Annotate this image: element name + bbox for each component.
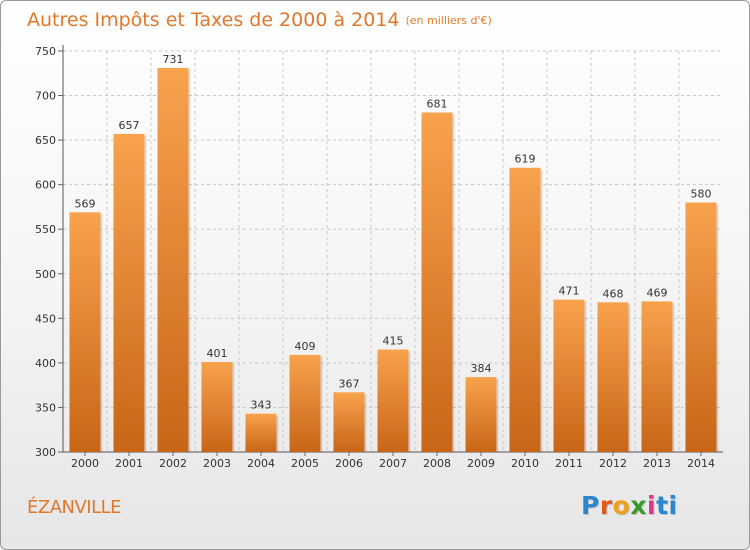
logo-letter: r	[599, 491, 613, 520]
bar-2009	[465, 377, 497, 452]
y-tick-label: 600	[35, 179, 56, 192]
value-label: 367	[339, 377, 360, 390]
bar-2012	[597, 302, 629, 452]
y-tick-label: 400	[35, 357, 56, 370]
x-tick-label: 2011	[555, 457, 583, 470]
bar-2010	[509, 167, 541, 453]
value-label: 471	[559, 285, 580, 298]
value-label: 469	[647, 286, 668, 299]
bar-2013	[641, 301, 673, 452]
x-tick-label: 2001	[115, 457, 143, 470]
x-tick-label: 2013	[643, 457, 671, 470]
bar-2006	[333, 392, 365, 452]
x-tick-label: 2010	[511, 457, 539, 470]
chart-title-text: Autres Impôts et Taxes de 2000 à 2014	[27, 9, 400, 31]
y-tick-label: 700	[35, 90, 56, 103]
value-label: 415	[383, 335, 404, 348]
x-tick-label: 2000	[71, 457, 99, 470]
y-tick-label: 450	[35, 312, 56, 325]
x-tick-label: 2012	[599, 457, 627, 470]
bar-2000	[69, 212, 101, 452]
y-tick-label: 350	[35, 401, 56, 414]
value-label: 731	[163, 53, 184, 66]
bar-2014	[685, 202, 717, 452]
y-tick-label: 500	[35, 268, 56, 281]
value-label: 401	[207, 347, 228, 360]
y-tick-label: 300	[35, 446, 56, 459]
value-label: 409	[295, 340, 316, 353]
logo-letter: i	[668, 491, 678, 520]
chart-title: Autres Impôts et Taxes de 2000 à 2014 (en…	[27, 9, 492, 31]
value-label: 468	[603, 287, 624, 300]
value-label: 681	[427, 97, 448, 110]
bar-2011	[553, 299, 585, 452]
x-tick-label: 2009	[467, 457, 495, 470]
x-tick-label: 2003	[203, 457, 231, 470]
x-tick-label: 2007	[379, 457, 407, 470]
value-label: 580	[691, 187, 712, 200]
x-tick-label: 2006	[335, 457, 363, 470]
value-label: 384	[471, 362, 492, 375]
x-tick-label: 2004	[247, 457, 275, 470]
x-tick-label: 2002	[159, 457, 187, 470]
bar-2001	[113, 133, 145, 452]
logo-letter: P	[581, 491, 600, 520]
value-label: 619	[515, 153, 536, 166]
bar-2008	[421, 112, 453, 452]
location-name: ÉZANVILLE	[27, 497, 122, 518]
bar-2005	[289, 354, 321, 452]
bar-2007	[377, 349, 409, 452]
logo-letter: i	[647, 491, 657, 520]
logo-letter: t	[656, 491, 669, 520]
bars	[69, 67, 719, 453]
logo-letter: o	[612, 491, 631, 520]
x-tick-label: 2014	[687, 457, 715, 470]
y-tick-label: 650	[35, 134, 56, 147]
logo-letter: x	[630, 491, 647, 520]
bar-2004	[245, 413, 277, 452]
proxiti-logo: Proxiti	[581, 491, 678, 520]
x-tick-label: 2008	[423, 457, 451, 470]
unit-label: (en milliers d'€)	[405, 14, 492, 27]
labels: 569 2000 657 2001 731 2002 401 2003 343 2004 409 20…	[71, 53, 715, 470]
bar-2003	[201, 361, 233, 452]
value-label: 657	[119, 119, 140, 132]
value-label: 569	[75, 197, 96, 210]
y-tick-label: 750	[35, 45, 56, 58]
bar-2002	[157, 67, 189, 452]
x-tick-label: 2005	[291, 457, 319, 470]
value-label: 343	[251, 399, 272, 412]
y-tick-label: 550	[35, 223, 56, 236]
